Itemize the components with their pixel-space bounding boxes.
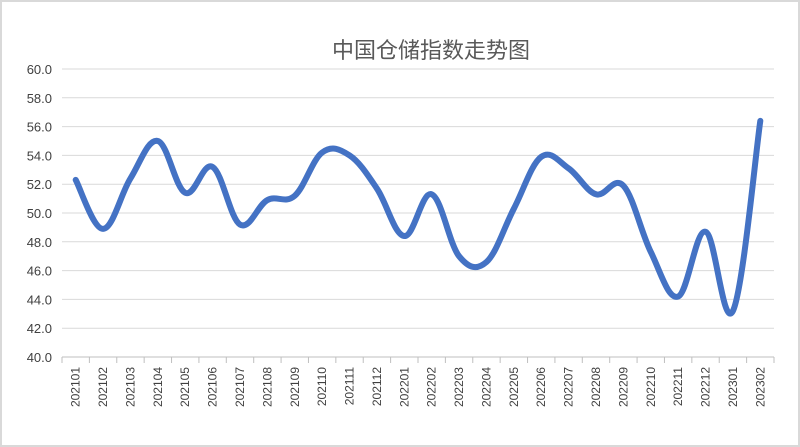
- series-line: [72, 117, 764, 317]
- y-tick-label: 48.0: [27, 235, 52, 250]
- y-tick-label: 58.0: [27, 91, 52, 106]
- y-tick-label: 42.0: [27, 321, 52, 336]
- y-axis-tick-labels: 40.0 42.0 44.0 46.0 48.0 50.0 52.0 54.0 56.0 58.0…: [27, 62, 52, 365]
- chart-title: 中国仓储指数走势图: [332, 39, 530, 64]
- data-point: [483, 259, 489, 265]
- data-point: [155, 138, 161, 144]
- data-point: [593, 191, 599, 197]
- y-tick-label: 56.0: [27, 120, 52, 135]
- x-tick-label: 202112: [370, 367, 384, 406]
- x-tick-label: 202302: [753, 367, 767, 407]
- data-point: [182, 190, 188, 196]
- x-tick-label: 202208: [589, 367, 603, 407]
- data-point: [648, 249, 654, 255]
- data-point: [538, 154, 544, 160]
- x-tick-label: 202203: [452, 367, 466, 407]
- data-point: [703, 229, 709, 235]
- x-tick-label: 202301: [726, 367, 740, 407]
- data-point: [210, 164, 216, 170]
- data-point: [456, 253, 462, 259]
- x-tick-label: 202205: [507, 367, 521, 407]
- y-tick-label: 54.0: [27, 148, 52, 163]
- x-tick-label: 202206: [534, 367, 548, 407]
- x-tick-label: 202202: [425, 367, 439, 407]
- x-axis: [61, 356, 775, 363]
- data-point: [675, 294, 681, 300]
- data-point: [127, 175, 133, 181]
- y-tick-label: 52.0: [27, 177, 52, 192]
- x-tick-label: 202204: [479, 367, 493, 407]
- y-tick-label: 40.0: [27, 350, 52, 365]
- x-tick-label: 202109: [288, 367, 302, 407]
- x-tick-label: 202103: [123, 367, 137, 407]
- x-tick-label: 202107: [233, 367, 247, 407]
- y-tick-label: 50.0: [27, 206, 52, 221]
- data-point: [730, 308, 736, 314]
- data-point: [566, 165, 572, 171]
- y-tick-label: 60.0: [27, 62, 52, 77]
- x-tick-label: 202106: [206, 367, 220, 407]
- x-tick-label: 202108: [260, 367, 274, 407]
- x-tick-label: 202207: [562, 367, 576, 407]
- x-tick-label: 202209: [616, 367, 630, 407]
- x-tick-label: 202210: [644, 367, 658, 407]
- data-point: [429, 191, 435, 197]
- y-tick-label: 44.0: [27, 292, 52, 307]
- data-point: [292, 193, 298, 199]
- data-point: [757, 118, 763, 124]
- x-tick-label: 202102: [96, 367, 110, 407]
- x-tick-label: 202105: [178, 367, 192, 407]
- data-point: [374, 186, 380, 192]
- data-point: [620, 183, 626, 189]
- x-tick-label: 202212: [699, 367, 713, 407]
- data-point: [237, 222, 243, 228]
- series-layer: [72, 117, 764, 317]
- x-tick-label: 202110: [315, 367, 329, 406]
- data-point: [347, 152, 353, 158]
- x-tick-label: 202201: [397, 367, 411, 407]
- y-tick-label: 46.0: [27, 264, 52, 279]
- data-point: [319, 150, 325, 156]
- x-tick-label: 202101: [69, 367, 83, 407]
- data-point: [401, 233, 407, 239]
- data-point: [100, 226, 106, 232]
- data-point: [264, 197, 270, 203]
- x-tick-label: 202111: [343, 367, 357, 406]
- x-axis-tick-labels: 202101 202102 202103 202104 202105 202106 2021…: [69, 367, 768, 407]
- data-point: [511, 206, 517, 212]
- x-tick-label: 202211: [671, 367, 685, 406]
- x-tick-label: 202104: [151, 367, 165, 407]
- data-point: [73, 177, 79, 183]
